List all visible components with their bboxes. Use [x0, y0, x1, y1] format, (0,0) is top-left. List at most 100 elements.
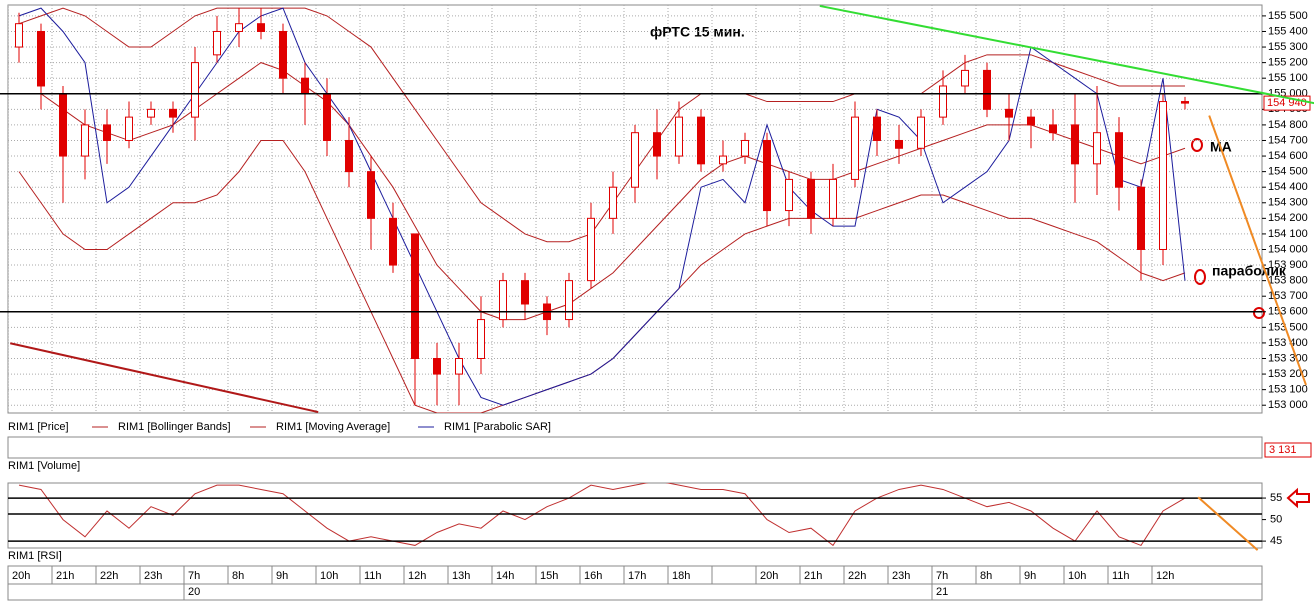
x-tick-label: 7h: [936, 570, 948, 582]
date-label: 21: [936, 586, 948, 598]
candle-body: [477, 319, 485, 359]
candle-body: [301, 77, 309, 95]
price-panel: [7, 4, 1263, 414]
candle-body: [719, 155, 727, 165]
x-tick-label: 10h: [320, 570, 338, 582]
candle-body: [895, 139, 903, 149]
moving-average: [19, 62, 1186, 321]
candle-body: [675, 116, 683, 157]
candle-body: [1137, 186, 1145, 250]
legend-entry: RIM1 [Bollinger Bands]: [118, 421, 231, 433]
x-tick-label: 18h: [672, 570, 690, 582]
candle-body: [15, 23, 23, 48]
x-tick-label: 15h: [540, 570, 558, 582]
y-tick-label: 153 700: [1268, 290, 1308, 302]
volume-tag: [1264, 442, 1312, 458]
price-plot: [8, 5, 1262, 413]
candle-body: [1071, 124, 1079, 165]
y-tick-label: 154 400: [1268, 181, 1308, 193]
candle-body: [103, 124, 111, 141]
candle-body: [169, 108, 177, 118]
x-tick-label: 23h: [144, 570, 162, 582]
x-tick-label: 14h: [496, 570, 514, 582]
y-tick-label: 154 800: [1268, 119, 1308, 131]
x-tick-label: 12h: [1156, 570, 1174, 582]
trend-line: [9, 342, 319, 414]
candle-body: [829, 178, 837, 219]
candle-body: [565, 280, 573, 321]
volume-panel: [7, 436, 1263, 459]
date-axis: [7, 583, 1263, 601]
candle-body: [763, 139, 771, 212]
rsi-plot: [18, 483, 1186, 547]
candle-body: [125, 116, 133, 141]
candle-body: [1093, 132, 1101, 165]
y-tick-label: 153 800: [1268, 275, 1308, 287]
x-tick-label: 21h: [56, 570, 74, 582]
candle-body: [455, 357, 463, 375]
y-tick-label: 45: [1270, 535, 1282, 547]
rsi-panel: [7, 482, 1263, 549]
candle-body: [1027, 116, 1035, 126]
candle-body: [411, 233, 419, 359]
y-tick-label: 153 300: [1268, 352, 1308, 364]
volume-label: 3 131: [1269, 444, 1297, 456]
candle-body: [587, 217, 595, 282]
trend-line: [1197, 496, 1259, 551]
candle-body: [59, 93, 67, 157]
x-tick-label: 8h: [980, 570, 992, 582]
candle-body: [257, 23, 265, 32]
y-tick-label: 153 900: [1268, 259, 1308, 271]
x-tick-label: 8h: [232, 570, 244, 582]
x-tick-label: 20h: [760, 570, 778, 582]
y-tick-label: 154 100: [1268, 228, 1308, 240]
candle-body: [521, 280, 529, 305]
legend-entry: RIM1 [Moving Average]: [276, 421, 390, 433]
marker-circle: [1194, 269, 1206, 285]
y-tick-label: 154 000: [1268, 243, 1308, 255]
y-tick-label: 155 200: [1268, 57, 1308, 69]
x-tick-label: 22h: [848, 570, 866, 582]
y-tick-label: 153 600: [1268, 306, 1308, 318]
y-tick-label: 55: [1270, 492, 1282, 504]
x-tick-label: 10h: [1068, 570, 1086, 582]
candle-body: [873, 116, 881, 141]
candle-body: [785, 178, 793, 212]
y-tick-label: 154 200: [1268, 212, 1308, 224]
chart-title: фРТС 15 мин.: [650, 24, 745, 40]
y-tick-label: 155 300: [1268, 41, 1308, 53]
candle-body: [191, 62, 199, 118]
candle-body: [235, 23, 243, 32]
y-tick-label: 154 500: [1268, 166, 1308, 178]
panel-label: RIM1 [Volume]: [8, 460, 80, 472]
x-tick-label: 7h: [188, 570, 200, 582]
candle-body: [1181, 101, 1189, 104]
legend-entry: RIM1 [Price]: [8, 421, 69, 433]
candle-body: [1115, 132, 1123, 188]
candle-body: [1049, 124, 1057, 134]
candle-body: [213, 30, 221, 56]
y-tick-label: 155 500: [1268, 10, 1308, 22]
y-tick-label: 155 100: [1268, 72, 1308, 84]
candle-body: [37, 30, 45, 87]
x-tick-label: 9h: [1024, 570, 1036, 582]
rsi-line: [18, 483, 1186, 547]
candle-body: [345, 139, 353, 173]
candle-body: [147, 108, 155, 118]
candle-body: [609, 186, 617, 219]
x-tick-label: 22h: [100, 570, 118, 582]
y-tick-label: 153 500: [1268, 321, 1308, 333]
y-tick-label: 153 400: [1268, 337, 1308, 349]
y-tick-label: 153 100: [1268, 384, 1308, 396]
candle-body: [499, 280, 507, 321]
candle-body: [323, 93, 331, 141]
bollinger-upper: [18, 7, 1185, 243]
candle-body: [851, 116, 859, 180]
candle-body: [961, 69, 969, 87]
candle-body: [433, 357, 441, 375]
annotation: параболик: [1212, 263, 1287, 279]
marker-circle: [1253, 307, 1265, 319]
candle-body: [279, 30, 287, 79]
trend-line: [1208, 115, 1307, 386]
